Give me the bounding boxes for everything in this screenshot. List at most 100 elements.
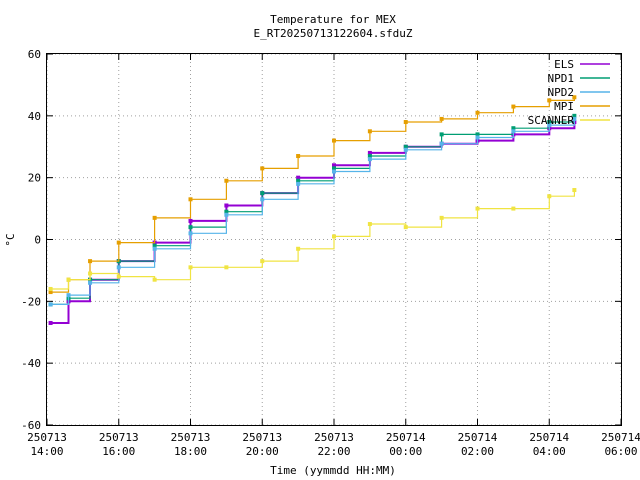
y-tick-label: -40: [21, 357, 41, 370]
data-point-scanner: [475, 206, 480, 211]
data-point-mpi: [547, 98, 552, 103]
legend-label-npd1: NPD1: [548, 72, 575, 85]
data-point-mpi: [188, 197, 193, 202]
data-point-mpi: [152, 215, 157, 220]
series-line-els: [50, 122, 576, 324]
data-point-scanner: [511, 206, 516, 211]
data-point-mpi: [260, 166, 265, 171]
x-tick-time: 22:00: [317, 445, 350, 458]
data-point-mpi: [296, 154, 301, 159]
data-point-els: [332, 163, 336, 168]
data-point-mpi: [224, 178, 229, 183]
plot-frame: [46, 53, 622, 426]
x-tick-date: 250713: [27, 431, 67, 444]
series-lines: [48, 95, 577, 325]
y-tick-label: -20: [21, 295, 41, 308]
data-point-npd2: [260, 197, 265, 202]
data-point-scanner: [66, 277, 71, 282]
data-point-mpi: [116, 240, 121, 245]
x-tick-time: 14:00: [30, 445, 63, 458]
data-point-scanner: [48, 286, 53, 291]
data-point-npd2: [572, 116, 577, 121]
data-point-mpi: [475, 110, 480, 115]
x-tick-time: 20:00: [246, 445, 279, 458]
data-point-npd1: [332, 166, 336, 171]
x-tick-date: 250714: [601, 431, 640, 444]
x-axis-label: Time (yymmdd HH:MM): [270, 464, 396, 477]
data-point-mpi: [511, 104, 516, 109]
data-point-npd1: [403, 144, 408, 149]
data-point-npd1: [511, 126, 516, 131]
data-point-scanner: [367, 222, 372, 227]
data-point-npd1: [188, 225, 193, 230]
x-tick-time: 06:00: [604, 445, 637, 458]
x-tick-time: 04:00: [533, 445, 566, 458]
data-point-npd2: [475, 135, 480, 140]
x-tick-time: 00:00: [389, 445, 422, 458]
data-point-npd1: [547, 120, 552, 125]
data-point-npd2: [224, 212, 229, 217]
x-tick-date: 250713: [99, 431, 139, 444]
data-point-npd1: [152, 243, 157, 248]
x-tick-date: 250713: [314, 431, 354, 444]
y-tick-label: 60: [28, 48, 41, 61]
data-point-npd2: [48, 302, 53, 307]
x-tick-date: 250714: [529, 431, 569, 444]
data-point-scanner: [188, 265, 193, 270]
data-point-npd2: [116, 265, 121, 270]
data-point-scanner: [88, 271, 93, 276]
data-point-npd2: [511, 129, 516, 134]
legend-label-mpi: MPI: [554, 100, 574, 113]
data-point-mpi: [88, 259, 93, 264]
y-tick-label: 40: [28, 110, 41, 123]
chart-title: Temperature for MEX: [270, 13, 396, 26]
y-axis-label: °C: [4, 233, 17, 246]
data-point-npd2: [66, 293, 71, 298]
data-point-npd1: [367, 154, 372, 159]
legend-label-npd2: NPD2: [548, 86, 575, 99]
data-point-mpi: [332, 138, 336, 143]
data-point-npd2: [188, 231, 193, 236]
data-point-mpi: [403, 120, 408, 125]
data-point-scanner: [116, 274, 121, 279]
data-point-npd2: [403, 147, 408, 152]
data-point-scanner: [572, 188, 577, 193]
y-tick-label: 20: [28, 172, 41, 185]
x-tick-time: 02:00: [461, 445, 494, 458]
data-point-scanner: [296, 246, 301, 251]
data-point-scanner: [260, 259, 265, 264]
data-point-mpi: [367, 129, 372, 134]
data-point-npd1: [475, 132, 480, 137]
data-point-npd1: [572, 113, 577, 118]
data-point-els: [188, 218, 193, 223]
data-point-scanner: [403, 225, 408, 230]
data-point-mpi: [439, 116, 444, 121]
data-point-npd1: [439, 132, 444, 137]
data-point-npd2: [152, 246, 157, 251]
y-tick-label: -60: [21, 419, 41, 432]
y-axis: -60 -40 -20 0 20 40 60: [21, 48, 621, 432]
data-point-npd2: [88, 280, 93, 285]
data-point-mpi: [572, 95, 577, 100]
x-tick-date: 250714: [458, 431, 498, 444]
data-point-scanner: [224, 265, 229, 270]
x-axis: 25071314:0025071316:0025071318:002507132…: [27, 54, 640, 458]
data-point-npd2: [439, 141, 444, 146]
data-point-scanner: [547, 194, 552, 199]
legend-label-scanner: SCANNER: [528, 114, 575, 127]
series-line-mpi: [50, 97, 575, 293]
y-tick-label: 0: [34, 234, 41, 247]
x-tick-date: 250713: [171, 431, 211, 444]
data-point-npd1: [224, 209, 229, 214]
data-point-els: [296, 175, 301, 180]
data-point-npd1: [296, 178, 301, 183]
x-tick-date: 250714: [386, 431, 426, 444]
legend-label-els: ELS: [554, 58, 574, 71]
data-point-npd2: [332, 169, 336, 174]
data-point-npd2: [296, 181, 301, 186]
data-point-els: [224, 203, 229, 208]
x-tick-time: 16:00: [102, 445, 135, 458]
data-point-npd2: [367, 157, 372, 162]
